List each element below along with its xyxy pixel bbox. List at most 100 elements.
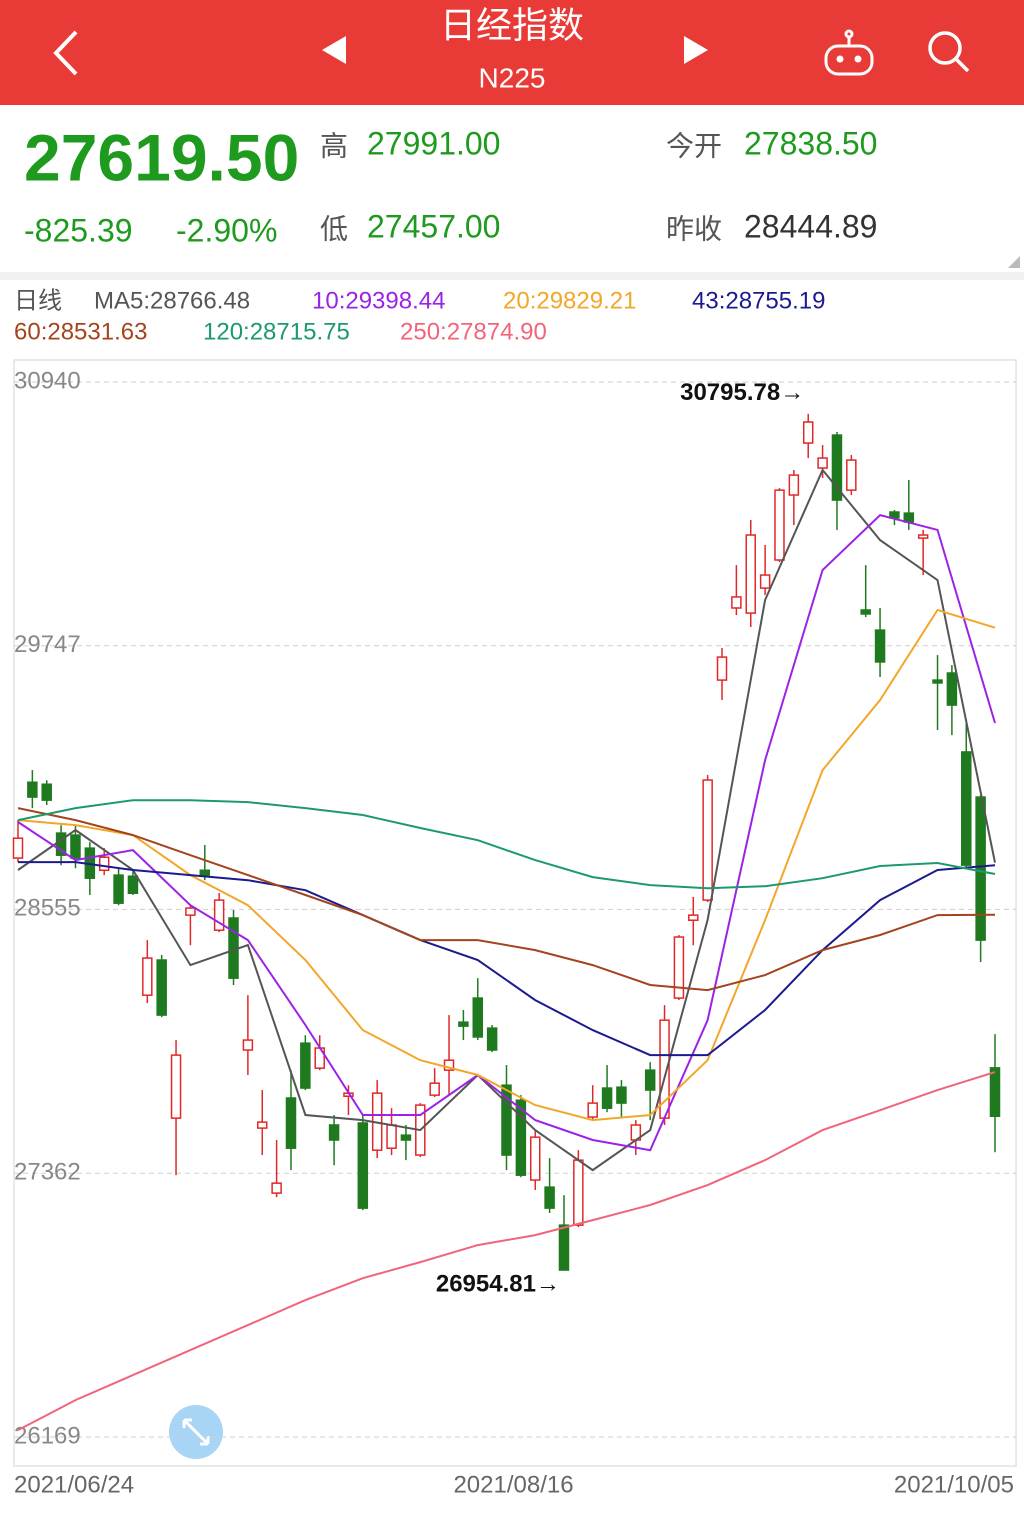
x-tick-label: 2021/08/16 <box>453 1471 573 1498</box>
candle-body <box>874 629 886 663</box>
candle-body <box>472 997 484 1038</box>
y-tick-label: 29747 <box>14 631 81 658</box>
candle-body <box>486 1027 498 1051</box>
candle-body <box>774 489 785 561</box>
x-tick-label: 2021/10/05 <box>894 1471 1014 1498</box>
candle-body <box>616 1086 627 1104</box>
candle-body <box>98 856 110 871</box>
candle-body <box>443 1059 455 1071</box>
candle-body <box>932 679 943 684</box>
candle-body <box>458 1021 469 1027</box>
ma-line <box>17 799 996 890</box>
legend-entry: 10:29398.44 <box>312 287 445 314</box>
candle-body <box>759 574 771 589</box>
corner-mark <box>1008 256 1020 268</box>
candle-body <box>802 421 814 444</box>
candle-body <box>817 457 828 469</box>
ma-line <box>17 608 996 1122</box>
period-label: 日线 <box>14 287 62 314</box>
candle-body <box>961 751 972 866</box>
search-icon[interactable] <box>928 31 970 73</box>
candle-body <box>170 1054 182 1119</box>
candle-body <box>587 1102 598 1118</box>
candle-body <box>745 534 756 614</box>
candle-body <box>716 656 728 681</box>
candle-body <box>127 875 139 894</box>
candle-body <box>788 474 800 496</box>
candle-body <box>601 1087 613 1109</box>
candle-body <box>300 1042 311 1089</box>
candle-body <box>357 1122 369 1209</box>
candle-body <box>946 672 958 706</box>
candle-body <box>831 434 843 501</box>
ma-line <box>17 468 996 1172</box>
candle-body <box>903 512 915 523</box>
candle-body <box>12 837 24 859</box>
ma-line <box>18 861 996 1057</box>
separator <box>0 272 1024 280</box>
y-tick-label: 28555 <box>14 895 81 922</box>
open: 27838.50 <box>744 125 877 161</box>
candle-body <box>515 1099 527 1176</box>
header-title: 日经指数 <box>440 5 584 46</box>
candle-body <box>731 596 742 609</box>
candle-body <box>702 779 713 901</box>
candle-body <box>113 874 124 904</box>
change: -825.39 <box>24 212 133 248</box>
next-button[interactable] <box>684 36 708 64</box>
high: 27991.00 <box>367 125 500 161</box>
robot-icon[interactable] <box>824 29 874 76</box>
legend-entry: 43:28755.19 <box>692 287 825 314</box>
candle-body <box>257 1121 268 1129</box>
header-code: N225 <box>479 62 546 93</box>
candle-body <box>573 1159 584 1226</box>
candle-body <box>142 957 153 996</box>
change-pct: -2.90% <box>176 212 277 248</box>
candle-body <box>185 907 196 916</box>
price: 27619.50 <box>24 120 299 194</box>
candle-body <box>213 899 225 931</box>
legend-entry: 60:28531.63 <box>14 318 147 345</box>
candle-body <box>199 869 211 876</box>
candle-body <box>558 1224 570 1271</box>
candle-body <box>41 783 52 801</box>
candle-body <box>242 1039 254 1051</box>
ma-line <box>17 807 996 992</box>
candle-body <box>673 936 685 999</box>
prev-label: 昨收 <box>666 213 722 244</box>
y-tick-label: 27362 <box>14 1159 81 1186</box>
high-label: 高 <box>320 130 348 161</box>
prev-button[interactable] <box>322 36 346 64</box>
candle-body <box>846 459 857 491</box>
candle-body <box>156 959 167 1016</box>
plot-frame <box>13 359 1017 1467</box>
candle-body <box>644 1069 656 1091</box>
header-bar <box>0 0 1024 105</box>
candle-body <box>386 1124 397 1149</box>
low-label: 低 <box>320 213 348 244</box>
ma-line <box>17 1071 996 1431</box>
candle-body <box>975 796 986 941</box>
candle-body <box>285 1097 297 1149</box>
candle-body <box>70 834 81 859</box>
annotation: 30795.78→ <box>680 379 804 406</box>
candle-body <box>917 534 929 539</box>
candle-body <box>400 1134 412 1141</box>
candle-body <box>501 1084 512 1156</box>
candle-body <box>27 781 38 798</box>
back-button[interactable] <box>53 30 78 76</box>
legend-entry: 20:29829.21 <box>503 287 636 314</box>
candle-body <box>271 1182 282 1194</box>
candle-body <box>544 1186 555 1209</box>
legend-entry: MA5:28766.48 <box>94 287 250 314</box>
legend-entry: 250:27874.90 <box>400 318 547 345</box>
prev-close: 28444.89 <box>744 208 877 244</box>
zoom-icon <box>182 1418 210 1446</box>
y-tick-label: 30940 <box>14 367 81 394</box>
legend-entry: 120:28715.75 <box>203 318 350 345</box>
x-tick-label: 2021/06/24 <box>14 1471 134 1498</box>
open-label: 今开 <box>666 130 722 161</box>
candle-body <box>688 914 699 921</box>
